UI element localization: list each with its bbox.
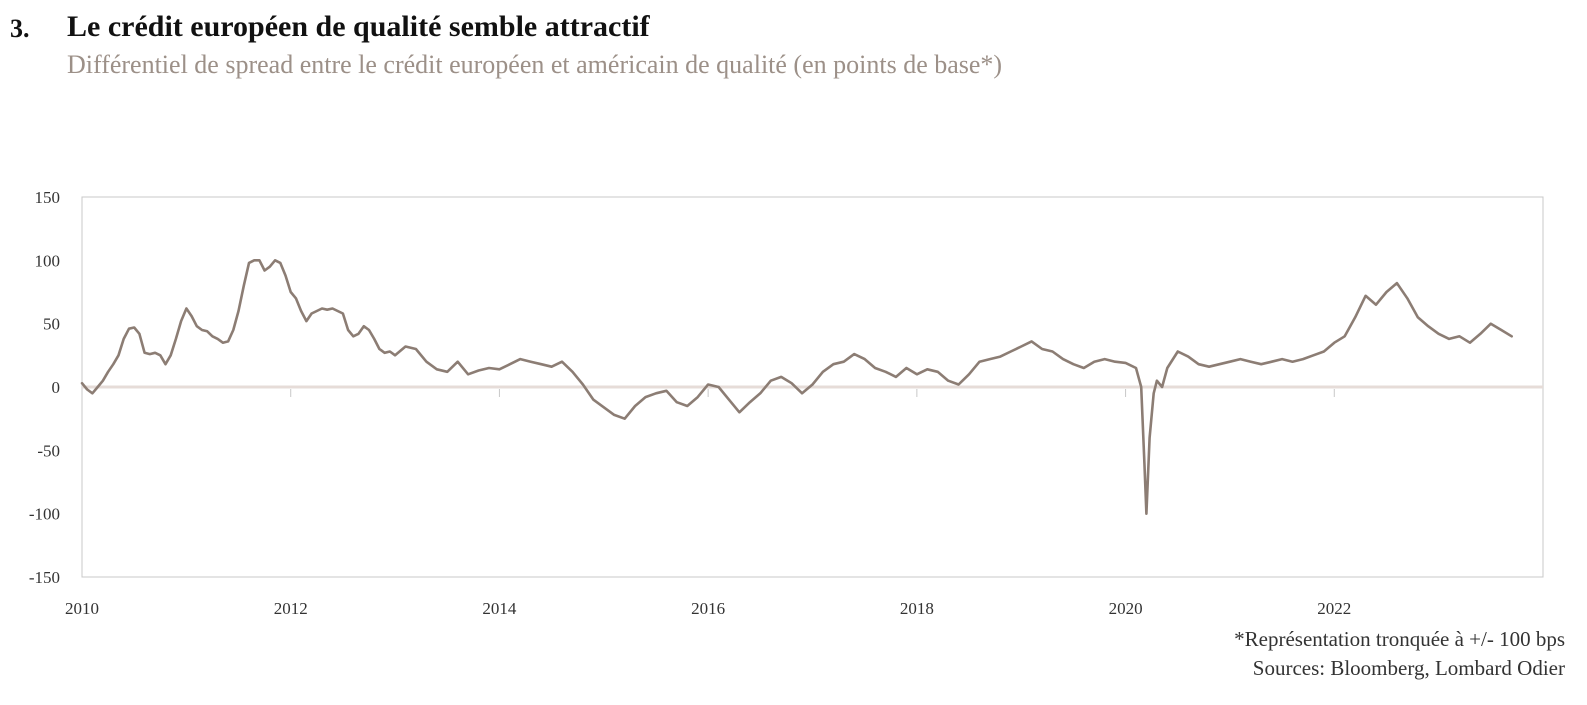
x-tick-label: 2014 — [482, 599, 517, 618]
x-tick-label: 2018 — [900, 599, 934, 618]
y-tick-label: -150 — [29, 568, 60, 587]
x-tick-label: 2016 — [691, 599, 725, 618]
y-tick-label: 150 — [35, 188, 61, 207]
y-tick-label: 0 — [52, 378, 61, 397]
y-tick-label: 100 — [35, 251, 61, 270]
y-tick-label: 50 — [43, 315, 60, 334]
x-tick-label: 2012 — [274, 599, 308, 618]
series-line — [80, 258, 1513, 516]
chart-subtitle: Différentiel de spread entre le crédit e… — [67, 50, 1003, 79]
y-tick-label: -50 — [37, 441, 60, 460]
chart-title: Le crédit européen de qualité semble att… — [67, 10, 650, 43]
x-tick-label: 2020 — [1109, 599, 1143, 618]
x-tick-label: 2010 — [65, 599, 99, 618]
chart-number: 3. — [10, 14, 30, 43]
y-tick-label: -100 — [29, 505, 60, 524]
truncation-footnote: *Représentation tronquée à +/- 100 bps — [1234, 627, 1565, 651]
x-tick-label: 2022 — [1317, 599, 1351, 618]
sources-footnote: Sources: Bloomberg, Lombard Odier — [1252, 656, 1565, 680]
